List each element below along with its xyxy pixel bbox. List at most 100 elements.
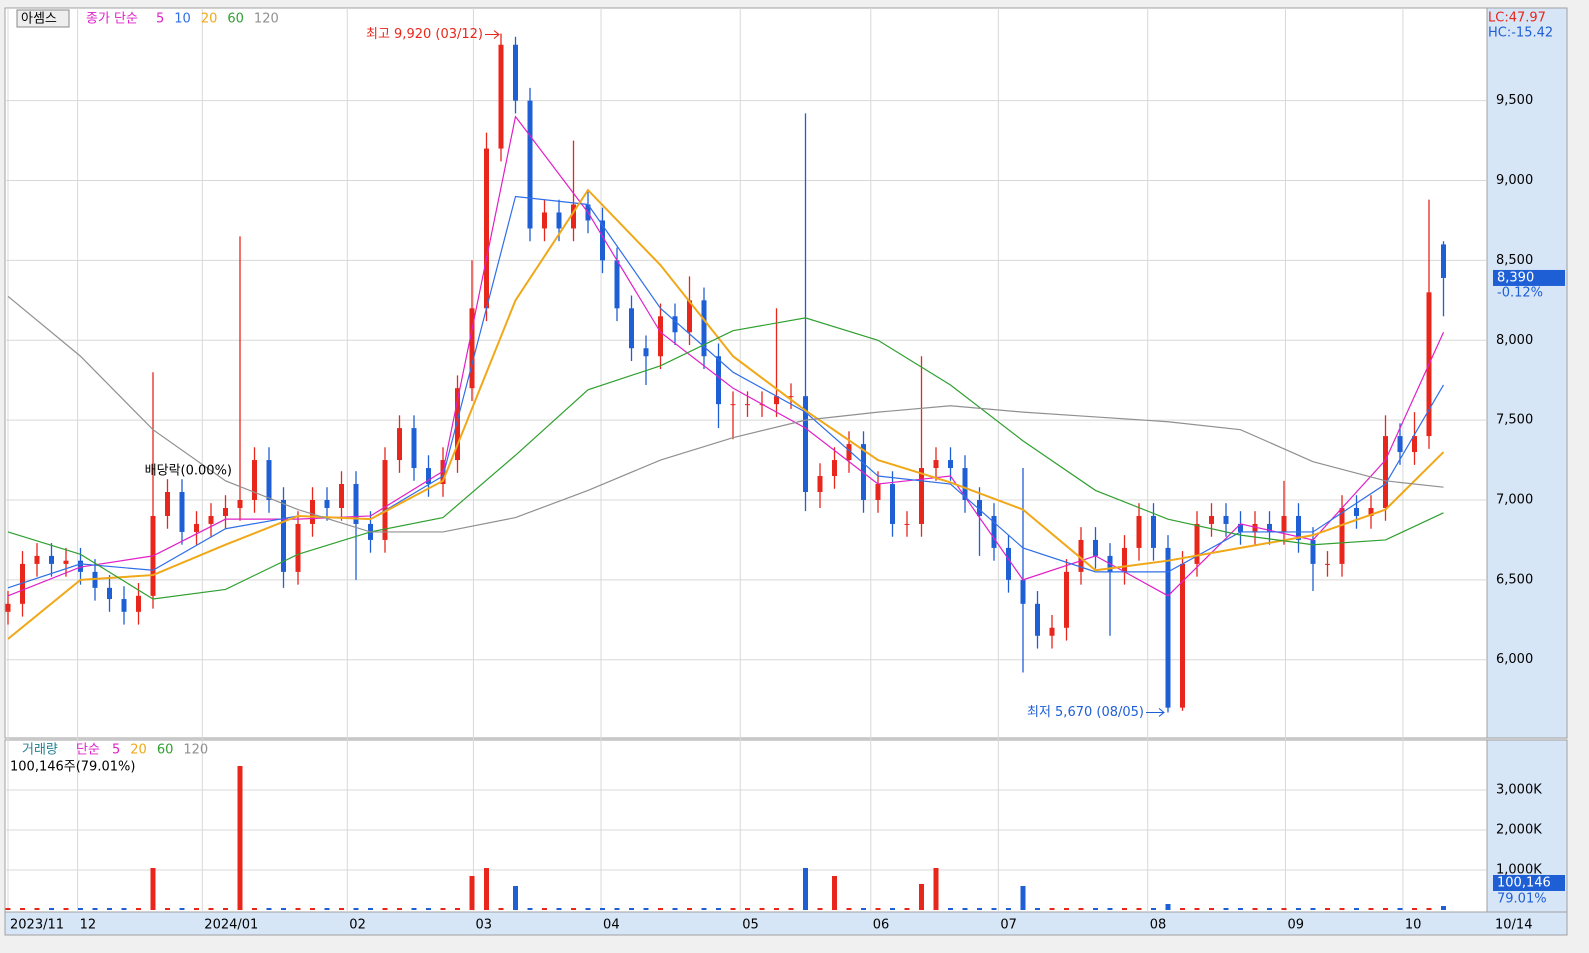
volume-bar xyxy=(34,908,40,910)
volume-bar xyxy=(455,908,460,910)
volume-bar xyxy=(165,908,170,910)
candle-body xyxy=(861,444,866,500)
volume-bar xyxy=(1064,908,1069,910)
volume-bar xyxy=(1325,908,1330,910)
ma-line xyxy=(7,317,1444,600)
candle-body xyxy=(788,396,794,398)
volume-bar xyxy=(208,908,214,910)
candle-body xyxy=(571,204,576,229)
candle-body xyxy=(237,499,243,508)
candle-body xyxy=(440,460,446,485)
ma-line xyxy=(7,188,1445,640)
candle-body xyxy=(527,100,533,229)
x-tick-label: 2024/01 xyxy=(204,918,258,933)
candle-body xyxy=(324,499,330,508)
volume-panel xyxy=(4,739,1488,913)
candle-body xyxy=(1441,244,1446,278)
volume-bar xyxy=(1238,908,1243,910)
volume-bar xyxy=(1209,908,1214,910)
high-annotation: 최고 9,920 (03/12) xyxy=(366,27,483,42)
volume-bar xyxy=(469,876,475,910)
ma-line xyxy=(7,295,1444,533)
candle-body xyxy=(1136,515,1142,548)
candle-body xyxy=(1383,436,1388,508)
lc: LC:47.97 xyxy=(1488,11,1546,26)
volume-bar xyxy=(875,908,881,910)
stock-name[interactable]: 아셈스 xyxy=(21,12,57,27)
volume-bar xyxy=(1252,908,1258,910)
volume-bar xyxy=(948,908,953,910)
volume-bar xyxy=(1223,908,1229,910)
candle-body xyxy=(875,484,881,500)
volume-bar xyxy=(933,868,939,910)
volume-bar xyxy=(1296,908,1301,910)
current-change: -0.12% xyxy=(1497,285,1543,300)
volume-bar xyxy=(643,908,649,910)
candle-body xyxy=(672,316,678,333)
candle-body xyxy=(484,148,489,309)
volume-bar xyxy=(281,908,286,910)
dividend-annotation: 배당락(0.00%) xyxy=(145,464,232,479)
hc: HC:-15.42 xyxy=(1488,26,1553,41)
volume-bar xyxy=(513,886,518,910)
candle-body xyxy=(1354,507,1359,516)
candle-body xyxy=(1035,603,1040,636)
candle-body xyxy=(846,444,852,461)
candle-body xyxy=(223,507,228,516)
volume-bar xyxy=(179,908,185,910)
candle-body xyxy=(1310,539,1316,564)
volume-bar xyxy=(585,908,591,910)
candle-body xyxy=(643,348,649,357)
candle-body xyxy=(34,555,40,564)
x-tick-label: 09 xyxy=(1287,918,1304,933)
candle-body xyxy=(614,260,620,309)
volume-bar xyxy=(339,908,344,910)
volume-bar xyxy=(194,908,199,910)
legend-entry: 60 xyxy=(157,743,174,758)
candle-body xyxy=(701,300,707,357)
volume-bar xyxy=(1122,908,1127,910)
volume-bar xyxy=(962,908,968,910)
candle-body xyxy=(136,595,141,612)
candle-body xyxy=(49,555,54,564)
low-annotation: 최저 5,670 (08/05) xyxy=(1027,705,1144,720)
candle-body xyxy=(295,523,301,572)
last-date: 10/14 xyxy=(1495,918,1532,933)
candle-body xyxy=(63,560,69,564)
volume-bar xyxy=(991,908,997,910)
legend-entry: 5 xyxy=(112,743,120,758)
y-tick-label: 9,000 xyxy=(1496,173,1533,188)
candle-body xyxy=(310,499,315,524)
candle-body xyxy=(411,428,417,469)
volume-bar xyxy=(237,766,243,910)
candle-body xyxy=(281,499,286,572)
arrow xyxy=(485,30,500,39)
volume-bar xyxy=(745,908,750,910)
candle-body xyxy=(1267,523,1272,532)
stock-name-box[interactable] xyxy=(16,9,70,28)
x-tick-label: 2023/11 xyxy=(10,918,64,933)
y-tick-label: 7,500 xyxy=(1496,413,1533,428)
volume-box xyxy=(1493,874,1565,891)
volume-bar xyxy=(1006,908,1011,910)
candle-body xyxy=(1165,547,1171,708)
volume-bar xyxy=(411,908,417,910)
candle-body xyxy=(919,468,924,524)
volume-bar xyxy=(397,908,402,910)
volume-title: 거래량 xyxy=(22,743,58,758)
volume-bar xyxy=(252,908,257,910)
volume-bar xyxy=(1107,908,1113,910)
candle-body xyxy=(658,316,663,357)
candle-body xyxy=(832,460,837,477)
candle-body xyxy=(1122,547,1127,572)
volume-bar xyxy=(1078,908,1084,910)
legend-entry: 5 xyxy=(156,12,164,27)
volume-bar xyxy=(107,908,112,910)
volume-bar xyxy=(730,908,736,910)
volume-bar xyxy=(136,908,141,910)
candle-body xyxy=(817,476,823,493)
candle-body xyxy=(1238,523,1243,532)
volume-current: 100,146 xyxy=(1497,875,1551,890)
candle-body xyxy=(121,599,127,612)
volume-bar xyxy=(1412,908,1417,910)
